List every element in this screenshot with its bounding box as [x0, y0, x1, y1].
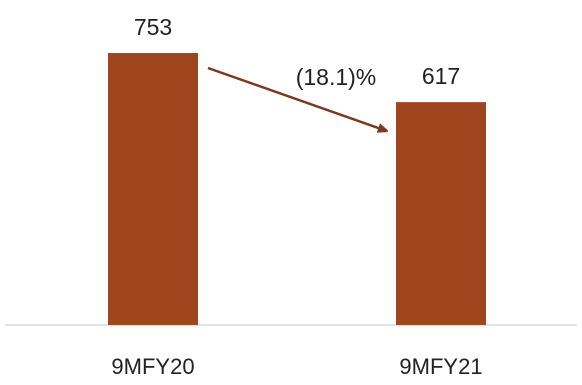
data-label-9MFY20: 753: [134, 14, 172, 40]
change-arrow: [207, 66, 384, 130]
change-annotation: (18.1)%: [296, 64, 377, 90]
bars-group: [108, 53, 486, 325]
category-label-9MFY21: 9MFY21: [399, 354, 482, 379]
bar-9MFY20: [108, 53, 198, 325]
category-label-9MFY20: 9MFY20: [111, 354, 194, 379]
bar-9MFY21: [396, 102, 486, 325]
labels-group: 753 9MFY20 617 9MFY21: [111, 14, 482, 379]
data-label-9MFY21: 617: [422, 63, 460, 89]
